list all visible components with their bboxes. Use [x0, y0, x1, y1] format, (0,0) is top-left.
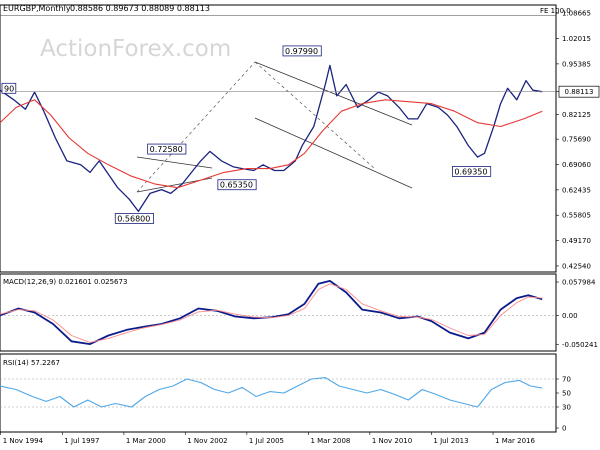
projection-dashed-line	[136, 61, 256, 193]
x-tick-label: 1 Mar 2000	[126, 437, 166, 445]
y-tick-label: 0.49170	[562, 237, 591, 245]
price-annotation: 90	[1, 82, 17, 94]
moving-average-line	[0, 99, 543, 189]
x-tick-label: 1 Jul 2013	[433, 437, 468, 445]
annotation-label: 90	[4, 84, 14, 93]
y-tick-label: 0	[562, 425, 566, 433]
price-annotation: 0.56800	[114, 213, 154, 224]
projection-dashed-line-2	[254, 61, 375, 169]
x-tick-label: 1 Mar 2016	[495, 437, 535, 445]
y-tick-label: 0.95385	[562, 60, 591, 68]
macd-panel	[0, 273, 557, 352]
y-tick-label: 30	[562, 404, 571, 412]
x-tick-label: 1 Jul 1997	[64, 437, 99, 445]
y-tick-label: 1.02015	[562, 35, 591, 43]
symbol-label: EURGBP,Monthly	[3, 4, 71, 13]
price-y-axis: 1.08665 1.02015 0.95385 0.88113 0.82125 0.756…	[556, 10, 591, 270]
y-tick-label: 0.75690	[562, 136, 591, 144]
rsi-panel	[0, 353, 557, 433]
y-tick-label: -0.050241	[562, 341, 598, 349]
x-tick-label: 1 Nov 1994	[3, 437, 44, 445]
annotation-label: 0.97990	[285, 47, 318, 56]
annotation-box	[217, 179, 257, 191]
annotation-box	[1, 82, 17, 94]
rsi-y-axis: 70 50 30 0	[556, 376, 571, 433]
y-tick-label: 0.42540	[562, 262, 591, 270]
macd-title: MACD(12,26,9) 0.021601 0.025673	[3, 278, 127, 286]
current-price-tag: 0.88113	[558, 85, 600, 98]
price-annotation: 0.69350	[452, 166, 492, 177]
macd-y-axis: 0.057984 0.00 -0.050241	[556, 279, 598, 349]
macd-line	[0, 280, 543, 345]
current-price-tag-text: 0.88113	[565, 88, 594, 96]
x-tick-label: 1 Nov 2010	[372, 437, 412, 445]
price-annotations-group: 0.97990 0.72580 0.65350 0.56800 0.69350 90	[1, 45, 492, 224]
annotation-label: 0.56800	[117, 214, 150, 223]
ohlc-readout: 0.88586 0.89673 0.88089 0.88113	[70, 4, 210, 13]
triangle-upper-line	[136, 156, 213, 169]
macd-signal-line	[0, 283, 543, 343]
x-tick-label: 1 Jul 2005	[249, 437, 284, 445]
annotation-label: 0.69350	[454, 167, 487, 176]
annotation-box	[452, 166, 492, 177]
y-tick-label: 0.69060	[562, 161, 591, 169]
annotation-box	[114, 213, 154, 224]
y-tick-label: 0.55805	[562, 212, 591, 220]
channel-lines	[136, 61, 413, 193]
annotation-box	[282, 45, 322, 57]
annotation-label: 0.65350	[220, 181, 253, 190]
y-tick-label: 1.08665	[562, 10, 591, 18]
y-tick-label: 50	[562, 390, 571, 398]
price-annotation: 0.65350	[217, 179, 257, 191]
annotation-box	[147, 143, 187, 155]
current-price-tag-box	[558, 85, 600, 98]
channel-upper-line	[254, 61, 413, 126]
y-tick-label: 0.62435	[562, 186, 591, 194]
macd-series-group	[0, 280, 543, 345]
channel-lower-line	[254, 117, 413, 189]
x-tick-label: 1 Mar 2008	[310, 437, 350, 445]
y-tick-label: 0.82125	[562, 111, 591, 119]
price-annotation: 0.72580	[147, 143, 187, 155]
price-panel	[0, 4, 557, 273]
price-annotation: 0.97990	[282, 45, 322, 57]
price-line	[0, 64, 543, 213]
fe-label: FE 100.0	[540, 7, 571, 15]
y-tick-label: 0.00	[562, 312, 578, 320]
rsi-title: RSI(14) 57.2267	[3, 359, 60, 367]
y-tick-label: 0.057984	[562, 279, 596, 287]
annotation-label: 0.72580	[150, 145, 183, 154]
watermark-text: ActionForex.com	[40, 36, 231, 62]
rsi-series-group	[0, 377, 543, 408]
x-tick-label: 1 Nov 2002	[187, 437, 227, 445]
y-tick-label: 70	[562, 376, 571, 384]
price-series-group	[0, 64, 543, 213]
time-axis: 1 Nov 1994 1 Jul 1997 1 Mar 2000 1 Nov 2002…	[0, 432, 535, 445]
rsi-line	[0, 377, 543, 408]
